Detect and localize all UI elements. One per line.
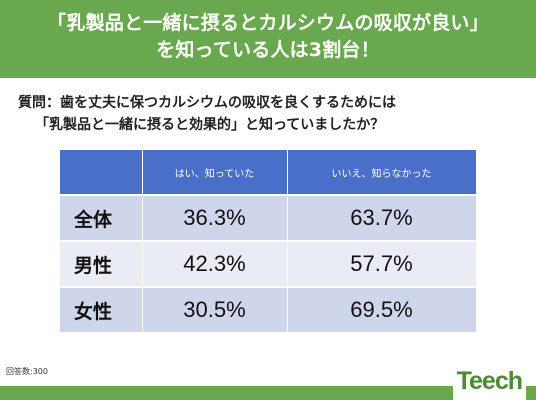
cell-all-no: 63.7% (287, 194, 477, 241)
title-line-1: 「乳製品と一緒に摂るとカルシウムの吸収が良い」 (47, 12, 489, 34)
cell-female-no: 69.5% (287, 286, 477, 332)
row-label-female: 女性 (60, 286, 143, 332)
row-label-all: 全体 (60, 194, 143, 241)
cell-all-yes: 36.3% (142, 194, 288, 241)
results-table: はい、知っていた いいえ、知らなかった 全体 36.3% 63.7% 男性 42… (60, 150, 477, 332)
cell-female-yes: 30.5% (142, 286, 288, 332)
question-text: 質問：歯を丈夫に保つカルシウムの吸収を良くするためには 「乳製品と一緒に摂ると効… (18, 92, 523, 136)
teech-logo: Teech (452, 366, 526, 400)
header-no: いいえ、知らなかった (287, 150, 477, 195)
title-line-2: を知っている人は3割台！ (156, 39, 380, 61)
table-row: 男性 42.3% 57.7% (60, 240, 477, 287)
row-label-male: 男性 (60, 240, 143, 287)
header-yes: はい、知っていた (142, 150, 288, 195)
table-row: 女性 30.5% 69.5% (60, 286, 477, 332)
cell-male-yes: 42.3% (142, 240, 288, 287)
table-row: 全体 36.3% 63.7% (60, 194, 477, 241)
title-banner: 「乳製品と一緒に摂るとカルシウムの吸収が良い」 を知っている人は3割台！ (0, 0, 536, 78)
question-line-1: 質問：歯を丈夫に保つカルシウムの吸収を良くするためには (18, 95, 396, 111)
cell-male-no: 57.7% (287, 240, 477, 287)
table-header-row: はい、知っていた いいえ、知らなかった (60, 150, 477, 195)
bottom-bar (0, 386, 536, 400)
response-count: 回答数:300 (6, 367, 48, 376)
header-corner (60, 150, 143, 195)
question-line-2: 「乳製品と一緒に摂ると効果的」と知っていましたか？ (35, 117, 385, 133)
